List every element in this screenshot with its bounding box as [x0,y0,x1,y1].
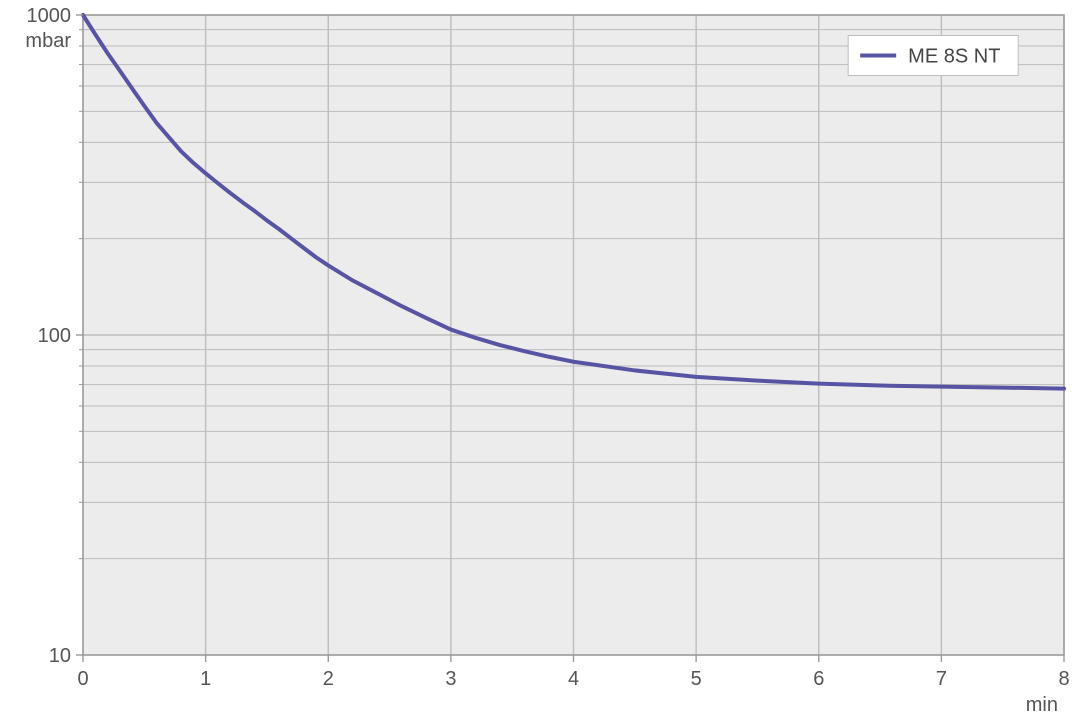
y-axis-unit: mbar [25,30,71,52]
x-tick-label: 2 [323,668,334,690]
x-tick-label: 6 [813,668,824,690]
legend: ME 8S NT [848,35,1018,75]
x-tick-label: 4 [568,668,579,690]
pumpdown-chart: 0 1 2 3 4 5 6 7 8min 10 100 1000 mbar ME 8S NT [0,0,1080,721]
y-tick-label: 100 [38,325,71,347]
x-tick-label: 5 [691,668,702,690]
x-tick-label: 1 [200,668,211,690]
y-tick-label: 1000 [27,5,72,27]
legend-label: ME 8S NT [908,45,1000,67]
x-tick-label: 8 [1058,668,1069,690]
x-tick-label: 7 [936,668,947,690]
y-tick-label: 10 [49,645,71,667]
x-tick-label: 3 [445,668,456,690]
x-axis-unit: min [1026,694,1058,716]
x-tick-label: 0 [77,668,88,690]
chart-svg: 0 1 2 3 4 5 6 7 8min 10 100 1000 mbar ME 8S NT [0,0,1080,721]
